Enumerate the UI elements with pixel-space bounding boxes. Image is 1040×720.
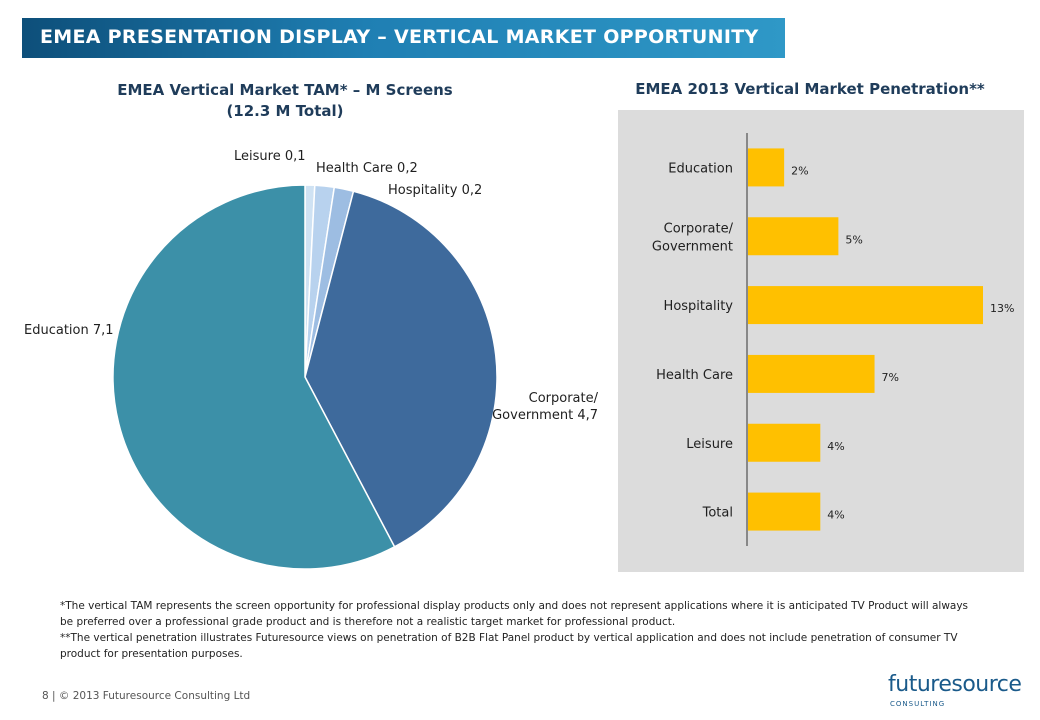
bar-data-label: 4%	[827, 509, 844, 522]
bar-data-label: 13%	[990, 302, 1014, 315]
bar-health-care	[748, 354, 875, 393]
bar-category-label: Total	[702, 506, 733, 521]
bar-data-label: 4%	[827, 440, 844, 453]
pie-slice-label: Health Care 0,2	[316, 161, 418, 176]
footnote-penetration: **The vertical penetration illustrates F…	[60, 632, 958, 660]
footnote-tam: *The vertical TAM represents the screen …	[60, 600, 969, 628]
bar-leisure	[748, 423, 821, 462]
bar-category-label: Health Care	[656, 368, 733, 383]
pie-slice	[112, 184, 396, 570]
bar-data-label: 7%	[882, 371, 899, 384]
pie-slice	[304, 190, 498, 548]
bar-data-label: 2%	[791, 164, 808, 177]
bar-category-label: Leisure	[686, 437, 733, 452]
pie-slice-label: Hospitality 0,2	[388, 183, 482, 198]
footnotes: *The vertical TAM represents the screen …	[60, 598, 980, 662]
bar-category-label: Hospitality	[664, 299, 734, 314]
logo-subtext: CONSULTING	[890, 700, 946, 708]
bar-hospitality	[748, 286, 983, 325]
pie-slice-label: Corporate/Government 4,7	[492, 391, 599, 423]
bar-education	[748, 148, 785, 187]
pie-chart: Leisure 0,1 Health Care 0,2 Hospitality 0,…	[24, 149, 599, 570]
header-bar: EMEA PRESENTATION DISPLAY – VERTICAL MAR…	[22, 18, 785, 58]
pie-subtitle: (12.3 M Total)	[226, 102, 344, 120]
bar-chart: Education 2% Corporate/Government 5% Hospita…	[652, 133, 1014, 546]
bar-chart-title: EMEA 2013 Vertical Market Penetration**	[635, 80, 985, 98]
page-title: EMEA PRESENTATION DISPLAY – VERTICAL MAR…	[40, 26, 759, 48]
footer-copyright: 8 | © 2013 Futuresource Consulting Ltd	[42, 690, 251, 702]
bar-category-label: Education	[668, 161, 733, 176]
pie-title-line: EMEA Vertical Market TAM* – M Screens	[117, 81, 453, 99]
bar-category-label: Corporate/Government	[652, 221, 734, 254]
logo-wordmark: futuresource	[888, 672, 1022, 697]
bar-data-label: 5%	[845, 233, 862, 246]
futuresource-logo: futuresource CONSULTING	[888, 666, 1028, 716]
pie-slice-label: Education 7,1	[24, 323, 114, 338]
pie-chart-title: EMEA Vertical Market TAM* – M Screens (1…	[70, 80, 500, 122]
bar-corporate-government	[748, 217, 839, 256]
bar-total	[748, 492, 821, 531]
pie-slice-label: Leisure 0,1	[234, 149, 306, 164]
bar-chart-panel: Education 2% Corporate/Government 5% Hospita…	[618, 110, 1024, 572]
